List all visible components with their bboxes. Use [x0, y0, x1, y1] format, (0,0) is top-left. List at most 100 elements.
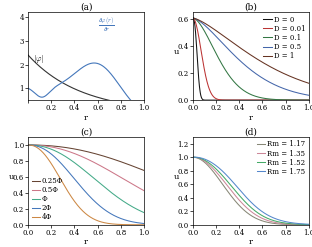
D = 0.01	[307, 99, 311, 102]
0.5Φ	[114, 173, 117, 176]
D = 1	[221, 34, 225, 37]
Rm = 1.17	[212, 170, 216, 173]
D = 0.5	[307, 94, 311, 97]
Rm = 1.75	[221, 170, 225, 173]
Rm = 1.35	[192, 156, 195, 159]
Rm = 1.35	[279, 222, 282, 225]
Y-axis label: u: u	[173, 48, 179, 56]
Rm = 1.17	[260, 219, 263, 222]
D = 0.01	[268, 99, 272, 102]
0.25Φ	[26, 144, 30, 146]
2Φ	[95, 202, 98, 205]
D = 0	[212, 99, 215, 102]
Line: D = 0: D = 0	[193, 18, 309, 100]
D = 0.1	[268, 98, 272, 101]
Title: (c): (c)	[80, 127, 92, 136]
Rm = 1.52	[191, 156, 195, 159]
D = 0.01	[278, 99, 282, 102]
Rm = 1.17	[307, 223, 311, 226]
D = 0.5	[259, 76, 263, 79]
0.25Φ	[104, 155, 107, 158]
Legend: 0.25Φ, 0.5Φ, Φ, 2Φ, 4Φ: 0.25Φ, 0.5Φ, Φ, 2Φ, 4Φ	[32, 177, 63, 221]
Rm = 1.35	[212, 167, 216, 170]
4Φ	[114, 223, 117, 226]
0.5Φ	[95, 162, 98, 165]
D = 0.5	[191, 17, 195, 20]
D = 0.1	[221, 64, 225, 67]
0.5Φ	[47, 145, 51, 148]
D = 0	[265, 99, 268, 102]
X-axis label: r: r	[249, 238, 253, 246]
D = 0.01	[191, 17, 195, 20]
Line: Rm = 1.17: Rm = 1.17	[193, 157, 309, 225]
X-axis label: r: r	[84, 238, 88, 246]
D = 1	[259, 60, 263, 63]
Rm = 1.17	[221, 183, 225, 186]
2Φ	[104, 209, 107, 212]
4Φ	[79, 207, 82, 210]
D = 0.01	[243, 99, 247, 102]
Line: 2Φ: 2Φ	[28, 145, 144, 224]
Φ	[47, 147, 51, 150]
D = 0.5	[268, 81, 272, 84]
Text: $\frac{\partial\varphi(r)}{\partial r}$: $\frac{\partial\varphi(r)}{\partial r}$	[98, 17, 115, 34]
D = 0.5	[212, 32, 215, 35]
D = 0	[307, 99, 311, 102]
Legend: D = 0, D = 0.01, D = 0.1, D = 0.5, D = 1: D = 0, D = 0.01, D = 0.1, D = 0.5, D = 1	[263, 16, 305, 60]
D = 1	[268, 65, 272, 68]
Φ	[56, 151, 60, 154]
Line: 0.5Φ: 0.5Φ	[28, 145, 144, 191]
Rm = 1.52	[307, 223, 311, 226]
Rm = 1.75	[307, 223, 311, 226]
4Φ	[95, 219, 98, 222]
D = 0	[279, 99, 282, 102]
4Φ	[56, 173, 60, 176]
D = 0.5	[221, 42, 225, 45]
D = 0.1	[243, 90, 247, 93]
Rm = 1.35	[221, 179, 225, 182]
Rm = 1.52	[192, 156, 196, 159]
D = 0.01	[212, 95, 215, 98]
D = 0	[191, 17, 195, 20]
Rm = 1.52	[269, 218, 272, 221]
0.5Φ	[79, 155, 82, 158]
D = 0.1	[307, 99, 311, 102]
Legend: Rm = 1.17, Rm = 1.35, Rm = 1.52, Rm = 1.75: Rm = 1.17, Rm = 1.35, Rm = 1.52, Rm = 1.…	[257, 141, 305, 176]
0.5Φ	[26, 144, 30, 146]
Y-axis label: u: u	[9, 173, 14, 181]
D = 0.5	[243, 64, 247, 67]
Line: Rm = 1.75: Rm = 1.75	[193, 157, 309, 224]
0.25Φ	[114, 158, 117, 161]
Line: D = 1: D = 1	[193, 18, 309, 83]
Rm = 1.52	[221, 175, 225, 178]
2Φ	[47, 150, 51, 153]
D = 0.01	[259, 99, 263, 102]
4Φ	[142, 223, 146, 226]
X-axis label: r: r	[84, 114, 88, 122]
2Φ	[26, 144, 30, 146]
0.25Φ	[56, 145, 60, 148]
D = 0.1	[278, 98, 282, 101]
Φ	[79, 166, 82, 169]
Φ	[142, 211, 146, 214]
4Φ	[47, 158, 51, 161]
D = 1	[307, 82, 311, 85]
4Φ	[26, 144, 30, 146]
Title: (d): (d)	[244, 127, 257, 136]
D = 0.1	[212, 47, 215, 50]
Rm = 1.75	[244, 195, 247, 198]
Rm = 1.17	[191, 156, 195, 159]
0.5Φ	[104, 167, 107, 170]
D = 1	[278, 70, 282, 73]
Line: Rm = 1.52: Rm = 1.52	[193, 157, 309, 225]
2Φ	[114, 215, 117, 218]
D = 0.01	[221, 99, 225, 102]
Rm = 1.52	[244, 201, 247, 204]
D = 1	[212, 27, 215, 30]
Rm = 1.17	[244, 210, 247, 213]
Line: D = 0.1: D = 0.1	[193, 18, 309, 100]
Rm = 1.52	[279, 221, 282, 224]
Rm = 1.75	[269, 215, 272, 218]
Line: D = 0.5: D = 0.5	[193, 18, 309, 95]
D = 0	[259, 99, 263, 102]
